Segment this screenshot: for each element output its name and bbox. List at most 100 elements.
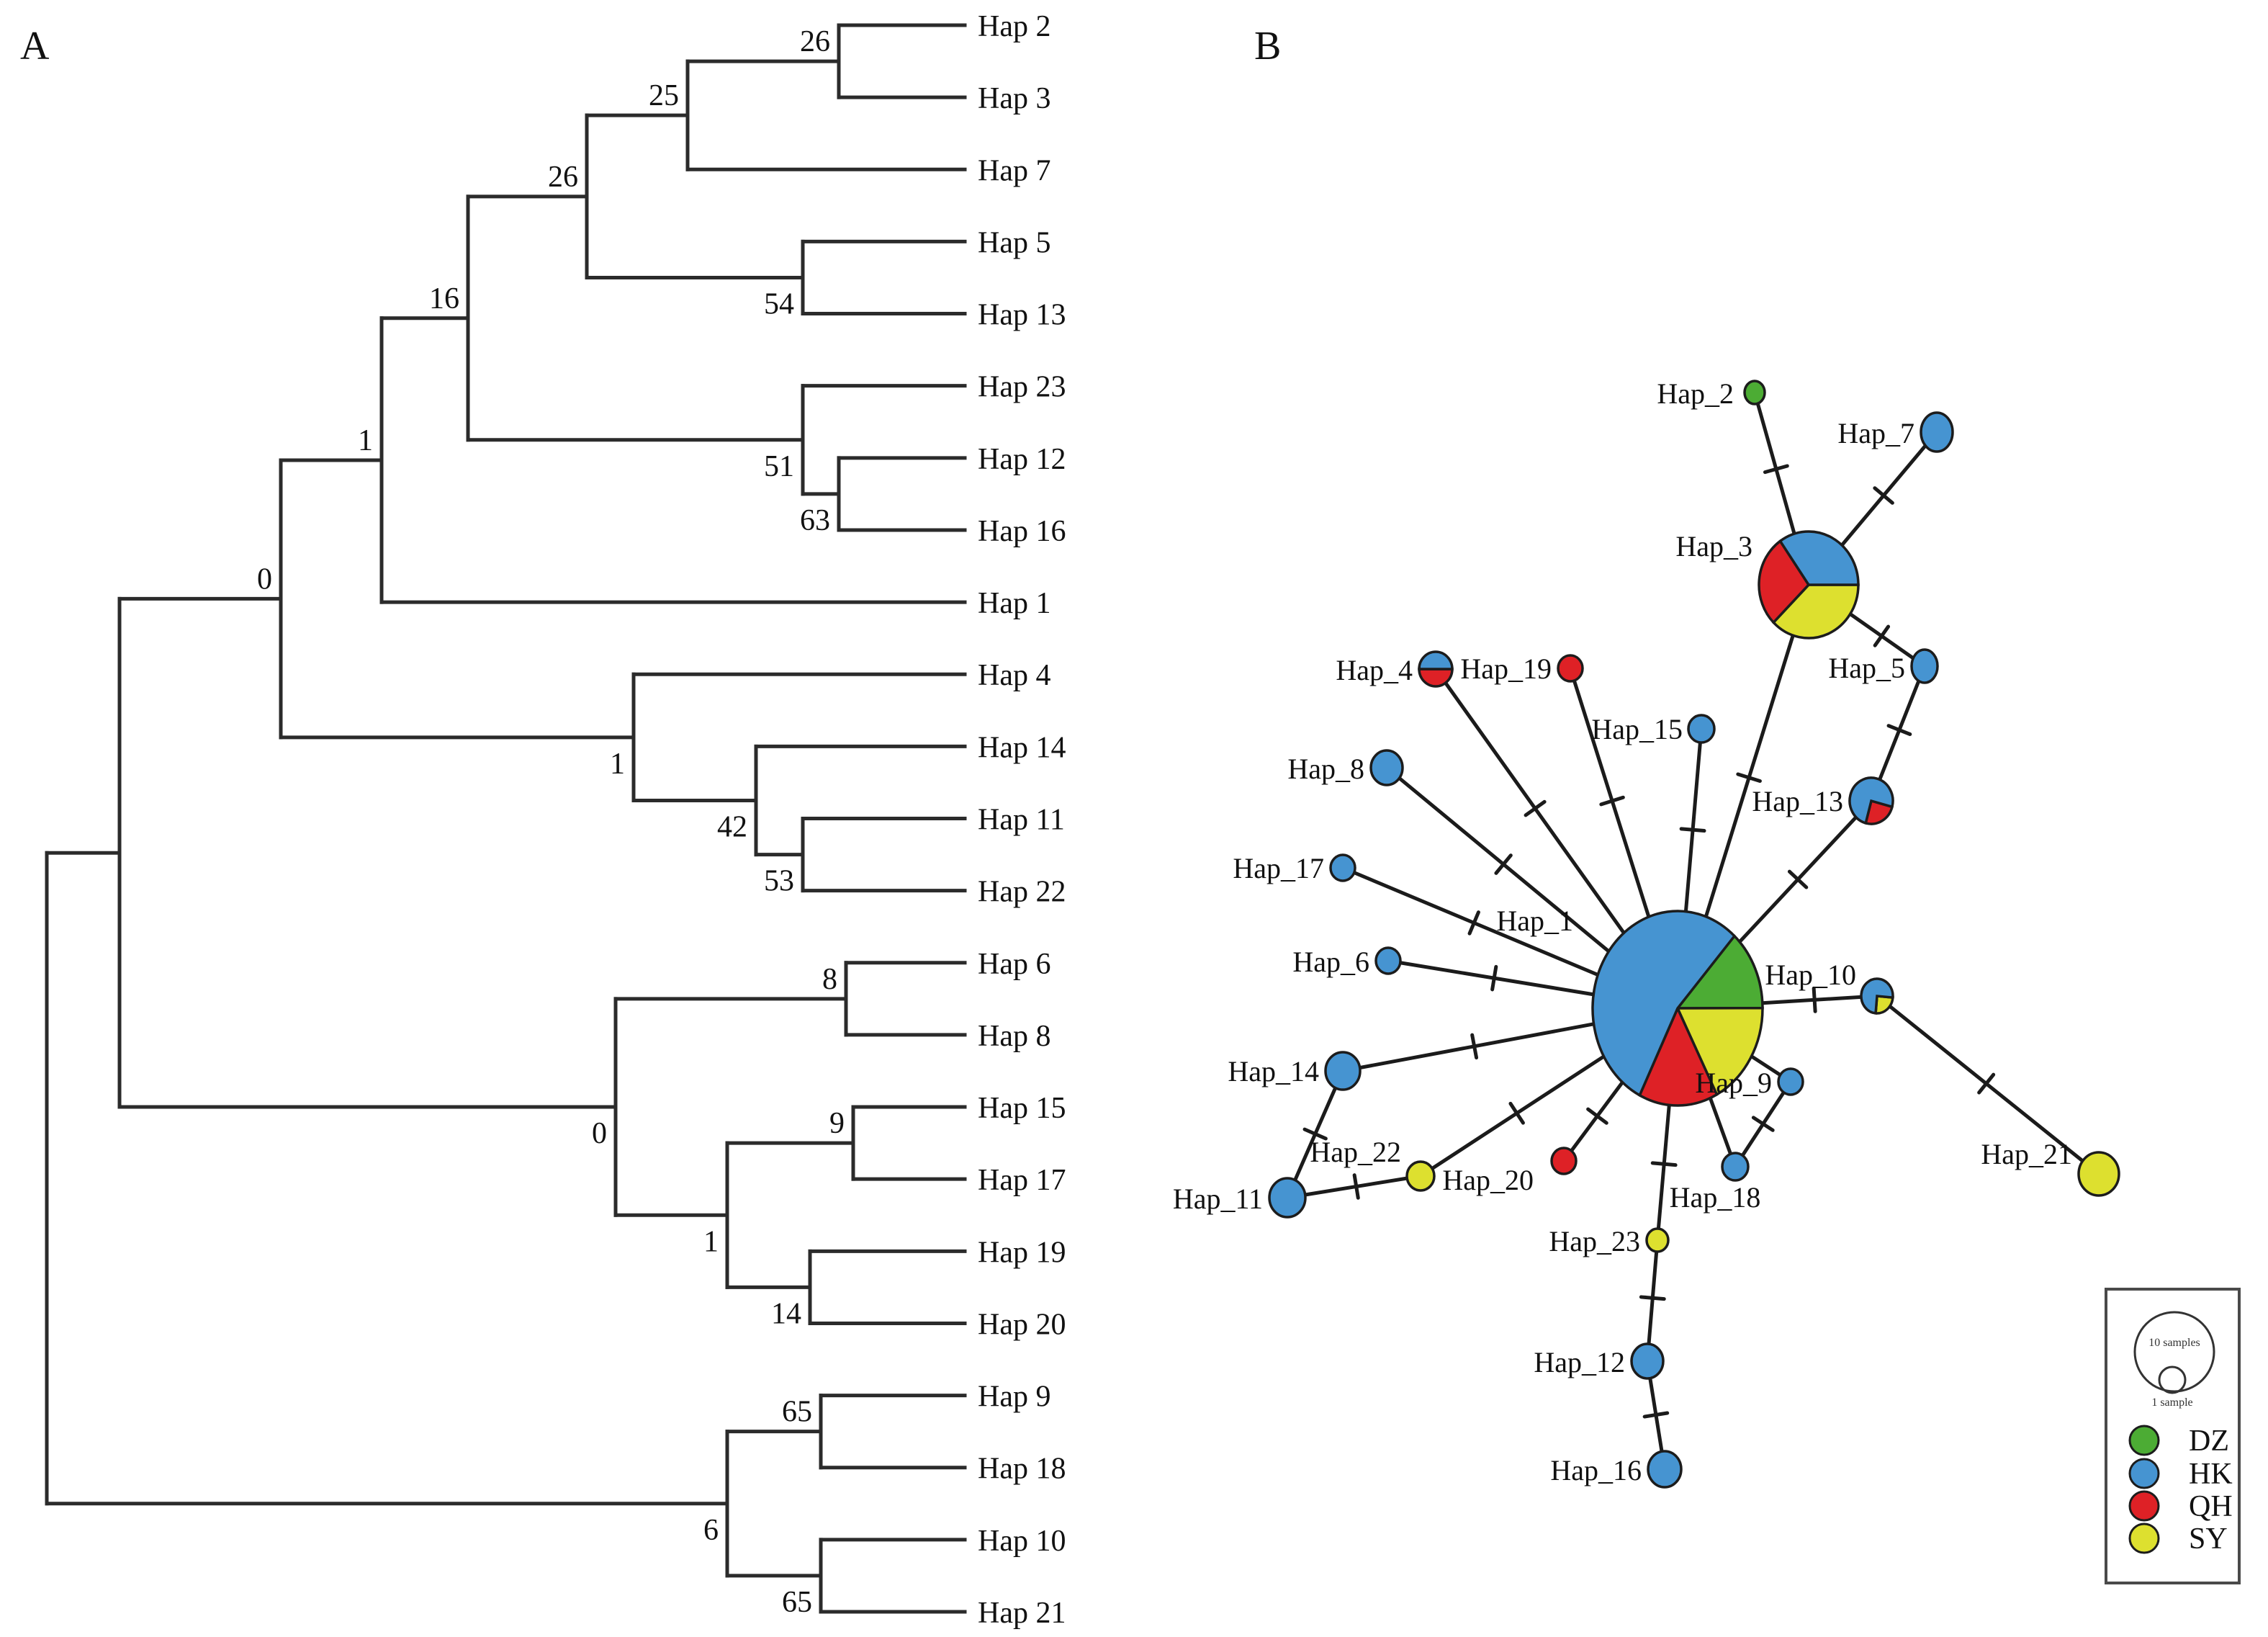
node-hap-13: [1848, 776, 1894, 825]
haplotype-circle-sy: [1405, 1160, 1436, 1192]
node-hap-21: [2077, 1151, 2120, 1197]
node-hap-7: [1920, 411, 1954, 453]
mutation-tick: [1642, 1411, 1670, 1419]
tip-label-hap-2: Hap 2: [978, 10, 1050, 43]
node-label-hap-18: Hap_18: [1670, 1181, 1761, 1214]
pie-slice-hk: [1848, 776, 1894, 825]
legend-label-sy: SY: [2189, 1522, 2228, 1556]
tip-label-hap-14: Hap 14: [978, 731, 1066, 764]
mutation-tick: [1508, 1101, 1525, 1125]
haplotype-circle-hk: [1329, 853, 1356, 882]
legend-label-dz: DZ: [2189, 1425, 2229, 1458]
tip-label-hap-13: Hap 13: [978, 299, 1066, 332]
node-hap-14: [1324, 1051, 1362, 1091]
node-hap-1: [1591, 910, 1764, 1107]
bootstrap-value: 6: [703, 1514, 719, 1547]
tip-label-hap-4: Hap 4: [978, 659, 1050, 692]
node-label-hap-14: Hap_14: [1228, 1055, 1319, 1087]
network-nodes: [1268, 380, 2120, 1489]
node-label-hap-19: Hap_19: [1460, 652, 1552, 685]
pie-slice-dz: [1675, 934, 1764, 1010]
pie-slice-qh: [1638, 1005, 1719, 1107]
node-label-hap-17: Hap_17: [1233, 852, 1324, 884]
node-label-hap-21: Hap_21: [1981, 1138, 2072, 1170]
tip-label-hap-11: Hap 11: [978, 804, 1065, 837]
tip-label-hap-9: Hap 9: [978, 1381, 1050, 1414]
node-label-hap-2: Hap_2: [1657, 377, 1734, 410]
haplotype-circle-hk: [1721, 1152, 1750, 1182]
haplotype-circle-hk: [1687, 714, 1716, 744]
mutation-tick: [1352, 1173, 1360, 1200]
node-label-hap-10: Hap_10: [1765, 959, 1856, 991]
bootstrap-value: 14: [771, 1297, 801, 1330]
pie-slice-sy: [1771, 583, 1860, 640]
node-hap-23: [1645, 1227, 1670, 1253]
bootstrap-value: 0: [257, 562, 272, 596]
mutation-tick: [1467, 910, 1480, 936]
haplotype-circle-hk: [1920, 411, 1954, 453]
mutation-tick: [1586, 1107, 1608, 1125]
bootstrap-value: 26: [800, 25, 830, 58]
scale-circle-10-samples: [2133, 1311, 2215, 1393]
tip-label-hap-15: Hap 15: [978, 1092, 1066, 1125]
tip-label-hap-17: Hap 17: [978, 1164, 1066, 1197]
scale-label-1-sample: 1 sample: [2151, 1396, 2192, 1409]
mutation-tick: [1736, 772, 1762, 783]
mutation-tick: [1886, 724, 1912, 737]
mutation-tick: [1490, 964, 1498, 992]
panel-b-haplotype-network: Hap_1 Hap_2 Hap_3 Hap_4 Hap_5 Hap_6 Hap_7 Hap_8…: [1173, 377, 2241, 1584]
pie-slice-qh: [1864, 799, 1894, 825]
haplotype-circle-hk: [1324, 1051, 1362, 1091]
legend-box: [2105, 1288, 2241, 1584]
panel-a-letter: A: [20, 24, 50, 68]
pie-slice-sy: [1675, 1006, 1764, 1097]
bootstrap-value: 63: [800, 504, 830, 537]
node-label-hap-1: Hap_1: [1496, 905, 1573, 937]
haplotype-circle-hk: [1268, 1177, 1307, 1219]
bootstrap-value: 9: [829, 1107, 845, 1140]
legend-swatch-sy: [2128, 1522, 2160, 1554]
node-label-hap-8: Hap_8: [1287, 753, 1364, 785]
node-hap-22: [1405, 1160, 1436, 1192]
bootstrap-value: 54: [764, 287, 794, 320]
node-hap-17: [1329, 853, 1356, 882]
node-label-hap-6: Hap_6: [1292, 946, 1369, 978]
node-label-hap-20: Hap_20: [1442, 1164, 1534, 1196]
mutation-tick: [1873, 486, 1894, 505]
scale-circle-1-sample: [2158, 1365, 2187, 1394]
tip-label-hap-16: Hap 16: [978, 515, 1066, 548]
tip-label-hap-19: Hap 19: [978, 1236, 1066, 1269]
pie-slice-hk: [1860, 977, 1894, 1015]
node-label-hap-16: Hap_16: [1550, 1454, 1642, 1486]
edge-hap-23-hap-12: [1645, 1238, 1660, 1363]
mutation-tick: [1470, 1033, 1479, 1060]
bootstrap-value: 53: [764, 865, 794, 898]
haplotype-circle-sy: [2077, 1151, 2120, 1197]
pie-slice-hk: [1591, 910, 1737, 1098]
node-label-hap-11: Hap_11: [1173, 1183, 1263, 1215]
node-hap-8: [1369, 749, 1404, 786]
bootstrap-value: 0: [592, 1117, 607, 1150]
edge-hap-11-hap-22: [1285, 1174, 1423, 1200]
haplotype-circle-dz: [1743, 380, 1766, 405]
mutation-tick: [1763, 464, 1789, 475]
node-label-hap-12: Hap_12: [1534, 1346, 1625, 1378]
node-hap-19: [1557, 654, 1584, 683]
mutation-tick: [1977, 1072, 1996, 1095]
edge-hap-5-hap-13: [1869, 664, 1927, 803]
mutation-tick: [1679, 827, 1706, 833]
mutation-tick: [1494, 853, 1513, 875]
mutation-tick: [1302, 1127, 1328, 1141]
legend-swatch-hk: [2128, 1458, 2160, 1489]
legend-swatch-dz: [2128, 1425, 2160, 1456]
tip-label-hap-8: Hap 8: [978, 1020, 1050, 1053]
mutation-tick: [1787, 869, 1809, 889]
node-hap-6: [1374, 946, 1402, 975]
node-hap-15: [1687, 714, 1716, 744]
node-label-hap-22: Hap_22: [1310, 1136, 1401, 1168]
mutation-tick: [1751, 1116, 1775, 1132]
node-hap-20: [1550, 1147, 1578, 1175]
